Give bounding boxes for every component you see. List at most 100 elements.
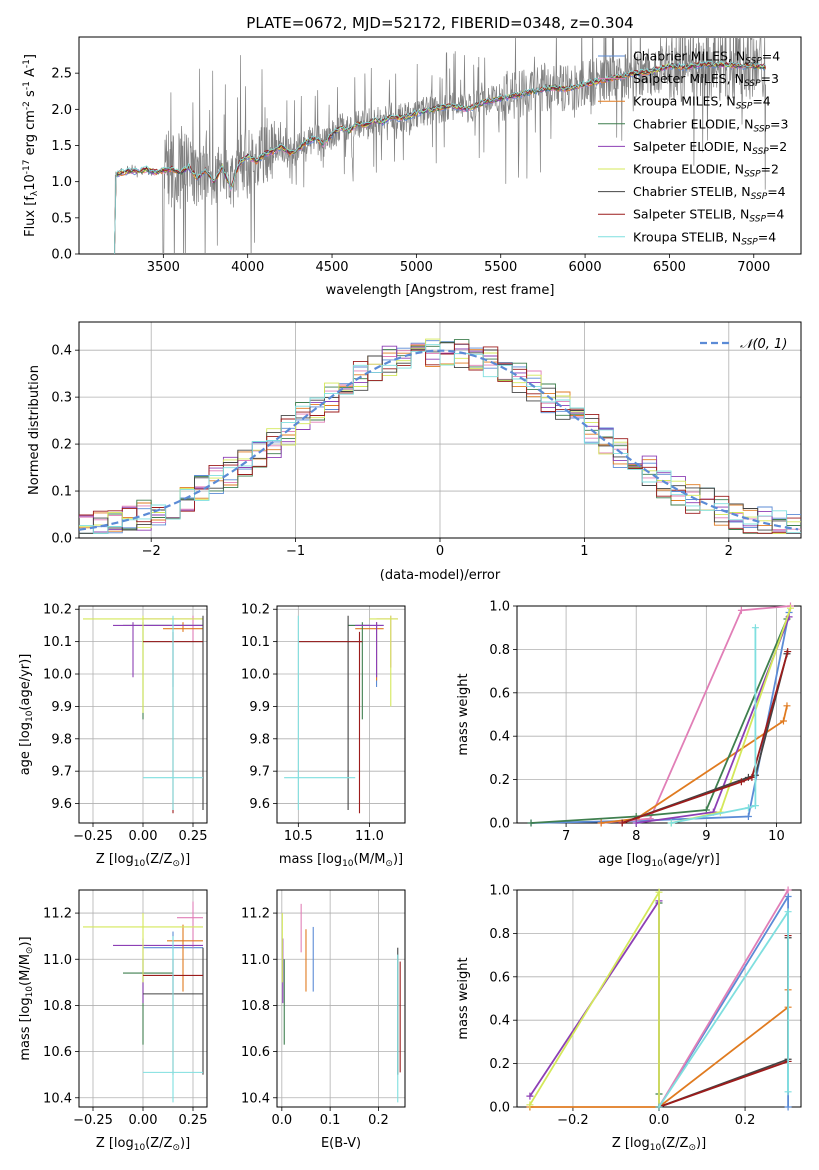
label-part: -2 (22, 101, 32, 110)
legend-suffix: =4 (766, 207, 784, 222)
weight-point-kroupa-stelib (667, 819, 675, 827)
age-vs-Z-ylabel: age [log10(age/yr)] (18, 654, 35, 776)
label-part: )] (18, 936, 33, 946)
mass-vs-ebv-xlabel: E(B-V) (321, 1136, 361, 1151)
y-tick-label: 10.1 (43, 635, 72, 650)
label-part: A (23, 68, 38, 81)
legend-name: Kroupa STELIB, N (633, 229, 741, 244)
y-tick-label: 0.0 (489, 1101, 510, 1116)
weight-line-salpeter-elodie (529, 897, 660, 1107)
weight-vs-Z-ylabel: mass weight (456, 957, 471, 1039)
legend-name: Chabrier ELODIE, N (633, 116, 753, 131)
label-part: λ (30, 190, 40, 196)
label-part: mass weight (456, 673, 471, 755)
y-tick-label: 10.8 (43, 999, 72, 1014)
mass-vs-ebv-panel: 0.0 0.1 0.2 10.4 10.6 10.8 11.0 11.2 E(B-V) (241, 889, 406, 1151)
spectrum-xlabel: wavelength [Angstrom, rest frame] (326, 283, 555, 298)
legend-sub: SSP (753, 124, 770, 134)
y-tick-label: 0.0 (489, 817, 510, 832)
x-tick-label: 2 (725, 544, 733, 559)
figure-title: PLATE=0672, MJD=52172, FIBERID=0348, z=0… (246, 14, 633, 32)
x-tick-label: 0.0 (649, 1113, 670, 1128)
label-part: )] (180, 852, 190, 867)
label-part: (Z/Z (145, 852, 172, 867)
legend-suffix: =2 (769, 139, 787, 154)
legend-suffix: =3 (761, 71, 779, 86)
weight-line-kroupa-stelib (671, 627, 757, 824)
label-part: wavelength [Angstrom, rest frame] (326, 283, 555, 298)
y-tick-label: 0.2 (51, 438, 72, 453)
y-tick-label: 0.4 (489, 730, 510, 745)
weight-point-kroupa-miles (779, 717, 787, 725)
legend-entry: Chabrier ELODIE, NSSP=3 (633, 116, 788, 134)
legend-suffix: =4 (752, 94, 770, 109)
legend-name: Chabrier STELIB, N (633, 184, 751, 199)
residuals-xlabel: (data-model)/error (380, 568, 501, 583)
legend-entry: Kroupa MILES, NSSP=4 (633, 94, 771, 112)
legend-entry: Kroupa STELIB, NSSP=4 (633, 229, 776, 247)
y-tick-label: 10.0 (43, 668, 72, 683)
label-part: (age/yr)] (663, 852, 720, 867)
y-tick-label: 0.2 (489, 1057, 510, 1072)
legend-sub: SSP (752, 147, 769, 157)
y-tick-label: 9.9 (51, 700, 72, 715)
label-part: age [log (18, 722, 33, 775)
weight-line-salpeter-miles (601, 605, 791, 824)
residuals-panel: −2 −1 0 1 2 0.0 0.1 0.2 0.3 0.4 𝒩(0, 1) (data-model… (27, 321, 802, 583)
label-part: s (23, 90, 38, 101)
normal-legend-label: 𝒩(0, 1) (740, 337, 787, 352)
x-tick-label: 5000 (400, 260, 433, 275)
x-tick-label: 8 (632, 829, 640, 844)
weight-vs-age-ylabel: mass weight (456, 673, 471, 755)
weight-vs-metallicity-panel: −0.2 0.0 0.2 0.0 0.2 0.4 0.6 0.8 1.0 Z [log10(Z/Z… (456, 884, 802, 1153)
label-part: ⊙ (172, 1143, 180, 1153)
legend-sub: SSP (751, 192, 768, 202)
label-part: mass [log (279, 852, 342, 867)
legend-entry: Kroupa ELODIE, NSSP=2 (633, 162, 779, 180)
weight-line-salpeter-miles (658, 889, 789, 1108)
legend-sub: SSP (744, 79, 761, 89)
label-part: 10 (650, 1143, 662, 1153)
legend-name: Chabrier MILES, N (633, 49, 745, 64)
x-tick-label: 0 (436, 544, 444, 559)
label-part: 10 (23, 174, 38, 191)
label-part: (M/M (18, 954, 33, 986)
x-tick-label: 9 (702, 829, 710, 844)
age-vs-mass-panel: 10.5 11.0 9.6 9.7 9.8 9.9 10.0 10.1 10.2 mass [lo… (241, 603, 406, 869)
y-tick-label: 9.9 (249, 700, 270, 715)
y-tick-label: 11.2 (43, 907, 72, 922)
label-part: 10 (25, 710, 35, 722)
weight-vs-Z-xlabel: Z [log10(Z/Z⊙)] (612, 1136, 706, 1153)
legend-sub: SSP (741, 237, 758, 247)
legend-suffix: =4 (767, 184, 785, 199)
legend-entry: Chabrier STELIB, NSSP=4 (633, 184, 786, 202)
x-tick-label: 7000 (737, 260, 770, 275)
weight-point-salpeter-elodie (632, 819, 640, 827)
y-tick-label: 9.8 (249, 732, 270, 747)
label-part: (Z/Z (661, 1136, 688, 1151)
x-tick-label: 0.25 (179, 1113, 208, 1128)
y-tick-label: 10.4 (43, 1091, 72, 1106)
x-tick-label: 4500 (315, 260, 348, 275)
label-part: E(B-V) (321, 1136, 361, 1151)
label-part: ⊙ (385, 859, 393, 869)
x-tick-label: 0.25 (179, 829, 208, 844)
y-tick-label: 9.6 (249, 797, 270, 812)
y-tick-label: 0.0 (51, 532, 72, 547)
legend-entry: Salpeter ELODIE, NSSP=2 (633, 139, 787, 157)
weight-point-kroupa-elodie (655, 888, 663, 896)
y-tick-label: 0.4 (51, 344, 72, 359)
label-part: )] (696, 1136, 706, 1151)
x-tick-label: 4000 (231, 260, 264, 275)
y-tick-label: 0.3 (51, 391, 72, 406)
weight-point-chabrier-elodie (527, 819, 535, 827)
label-part: 10 (342, 859, 354, 869)
spectrum-panel: 3500 4000 4500 5000 5500 6000 6500 7000 0.0 0.5 1.… (22, 36, 802, 298)
x-tick-label: 0.1 (320, 1113, 341, 1128)
y-tick-label: 0.6 (489, 970, 510, 985)
age-vs-Z-xlabel: Z [log10(Z/Z⊙)] (96, 852, 190, 869)
weight-point-kroupa-stelib (744, 804, 752, 812)
y-tick-label: 0.8 (489, 643, 510, 658)
y-tick-label: 0.2 (489, 773, 510, 788)
y-tick-label: 10.6 (241, 1045, 270, 1060)
